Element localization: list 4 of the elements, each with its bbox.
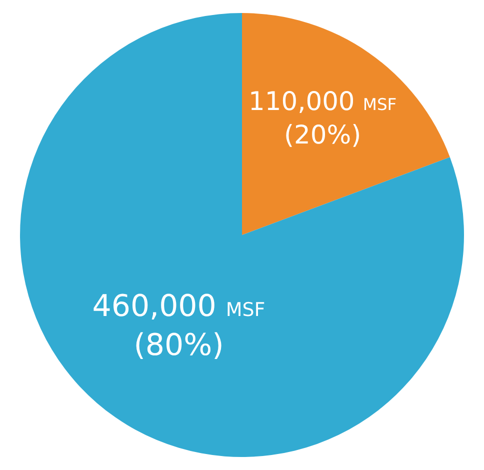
data-label: 460,000 MSF (80%) [92,289,266,364]
pie-slice [242,13,450,235]
data-label: 110,000 MSF (20%) [248,87,397,151]
pie-slice [20,13,464,457]
